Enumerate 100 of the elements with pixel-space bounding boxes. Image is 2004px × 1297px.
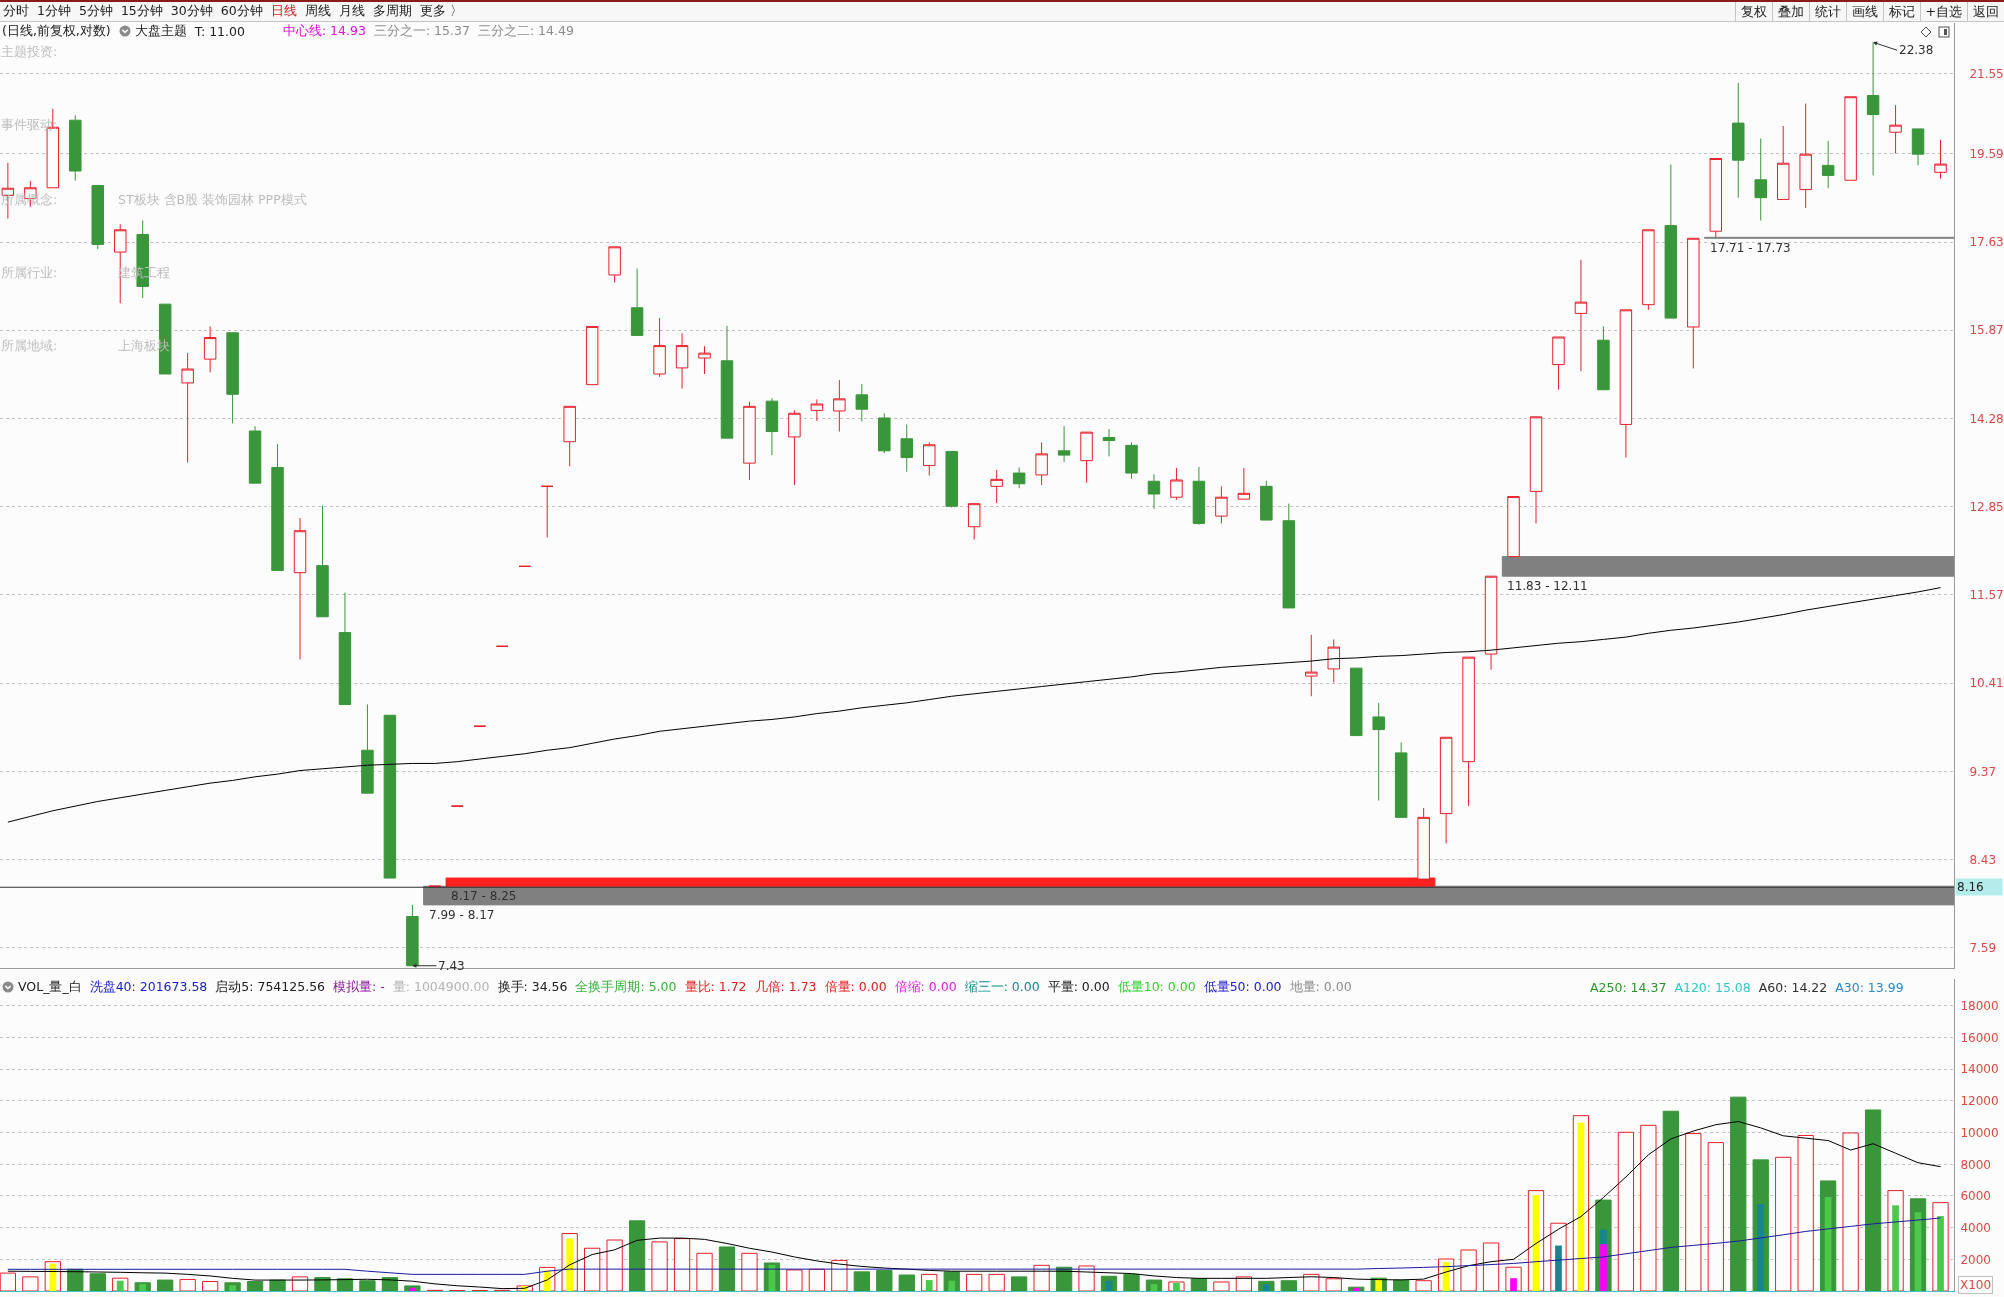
candlestick [1552,336,1565,391]
annotation: 量: 1004900.00 [392,978,490,996]
candlestick [316,505,329,618]
bar [1555,1245,1562,1291]
candlestick [1282,503,1296,609]
bar [1824,1196,1832,1291]
text: 30分钟 [170,3,213,20]
annotation: 三分之二: 14.49 [477,22,574,40]
candlestick [1844,96,1857,181]
candlestick [810,398,824,422]
y-tick-label: 15.87 [1969,323,2004,338]
y-tick-label: 12000 [1960,1094,1999,1109]
bar [1123,1273,1140,1291]
bar [359,1280,376,1291]
bar [673,1238,691,1291]
candlestick [293,517,307,660]
bar [1617,1131,1635,1291]
candlestick [69,114,82,182]
bar [201,1281,219,1291]
candlestick [1327,638,1340,683]
bar [1730,1096,1747,1291]
annotation: 量比: 1.72 [684,978,747,996]
text: 复权 [1734,2,1772,21]
y-tick-label: 7.59 [1969,941,1997,956]
candlestick [1754,138,1767,221]
candlestick [1732,82,1745,199]
candlestick [1664,164,1678,319]
line-series [7,1121,1942,1290]
y-tick-label: 18000 [1960,999,1999,1014]
bar [628,1220,646,1291]
bar [1640,1124,1657,1291]
candlestick [1619,309,1633,459]
annotation: A120: 15.08 [1674,979,1751,995]
y-tick-label: 17.63 [1969,235,2004,250]
bar [67,1268,84,1291]
bar [1842,1132,1859,1291]
candlestick [181,352,194,463]
candlestick [563,405,576,467]
bar [786,1269,803,1291]
annotation: 中心线: 14.93 [282,22,366,40]
annotation: T: 11.00 [194,23,245,39]
bar [1235,1276,1252,1291]
y-tick-label: 10.41 [1969,676,2004,691]
candlestick [203,325,217,373]
annotation: 平量: 0.00 [1047,978,1110,996]
annotation: 洗盘40: 201673.58 [89,978,208,996]
candlestick [990,469,1003,504]
candlestick [1597,325,1610,391]
candlestick [1462,656,1475,807]
text: 日线 [270,3,297,20]
bar [1707,1142,1724,1291]
candlestick [878,412,891,454]
text: 15分钟 [120,3,163,20]
annotation: 低量50: 0.00 [1203,978,1282,996]
bar [1864,1109,1882,1291]
band-label: 17.71 - 17.73 [1710,241,1791,255]
candlestick [1574,259,1588,372]
band-label: 11.83 - 12.11 [1507,579,1588,593]
candlestick [653,317,666,378]
candlestick [1529,416,1543,524]
candlestick [1057,425,1071,463]
candlestick [1125,441,1138,480]
candlestick [855,383,869,422]
candlestick [1170,467,1183,501]
annotation: 倍缩: 0.00 [894,978,957,996]
candlestick [833,379,846,433]
candlestick [1709,157,1723,238]
y-tick-label: 4000 [1960,1220,1991,1235]
candlestick [1012,466,1026,489]
candlestick [1776,125,1790,200]
bar [1662,1110,1679,1291]
bar [1797,1134,1814,1291]
candlestick [1687,237,1700,369]
candlestick [1260,480,1273,521]
bar [1460,1249,1477,1291]
candlestick [1215,485,1228,524]
y-tick-label: 21.55 [1969,67,2004,82]
candlestick [743,401,756,481]
bar [718,1246,736,1291]
bar [269,1279,286,1291]
candlestick [1305,634,1318,697]
bar [179,1278,196,1291]
bar [1482,1242,1500,1291]
y-tick-label: 2000 [1960,1252,1991,1267]
candlestick [1507,496,1520,558]
candlestick [338,592,352,705]
annotation: 换手: 34.56 [497,978,568,996]
annotation: 事件驱动: [1,117,58,133]
candlestick [361,703,374,794]
annotation: ST板块 含B股 装饰园林 PPP模式 [118,192,307,208]
bar [696,1252,713,1291]
text: 画线 [1845,2,1883,21]
annotation: 低量10: 0.00 [1117,978,1196,996]
candlestick [1035,441,1048,486]
bar [1303,1273,1320,1291]
bar [1600,1244,1607,1291]
bar [1937,1216,1944,1291]
candlestick [1799,103,1812,209]
bar [651,1241,668,1291]
candlestick [1484,575,1498,671]
